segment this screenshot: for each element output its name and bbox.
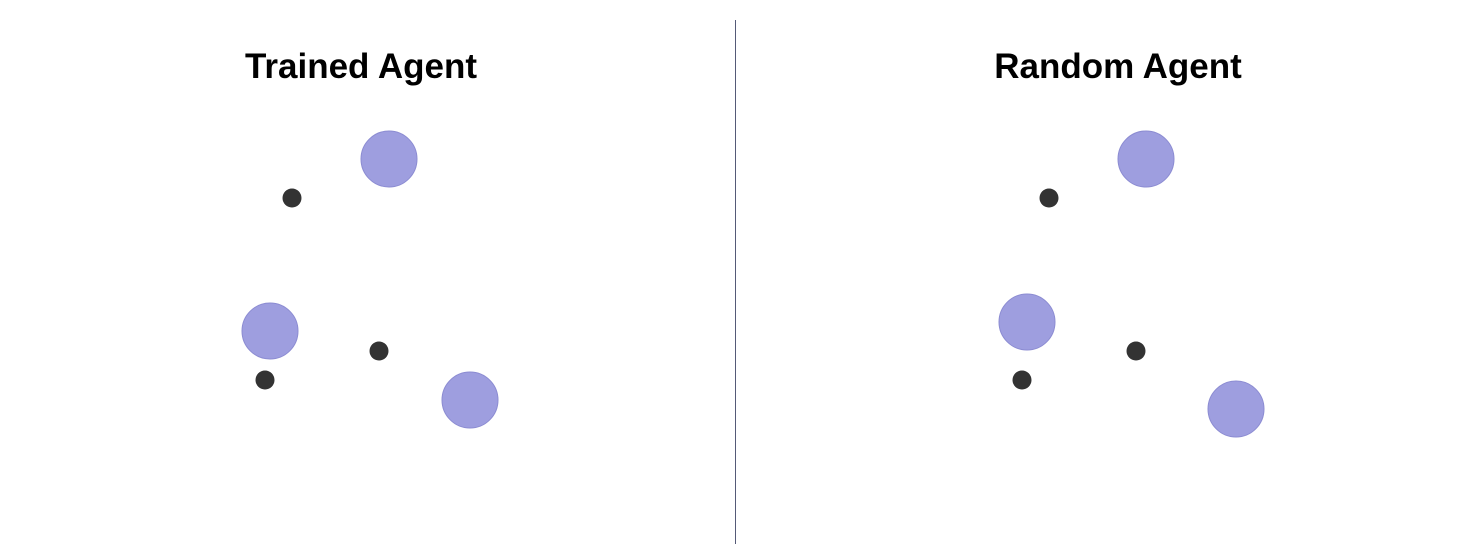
agent <box>255 370 275 390</box>
agent <box>282 188 302 208</box>
trained-agent-title: Trained Agent <box>244 47 478 86</box>
landmark <box>998 293 1056 351</box>
landmark <box>1207 380 1265 438</box>
panel-divider <box>735 20 736 544</box>
landmark <box>441 371 499 429</box>
agent <box>1126 341 1146 361</box>
agent <box>369 341 389 361</box>
random-agent-title: Random Agent <box>994 47 1242 86</box>
landmark <box>360 130 418 188</box>
trained-agent-panel <box>241 130 499 429</box>
random-agent-panel <box>998 130 1265 438</box>
agent <box>1039 188 1059 208</box>
agent <box>1012 370 1032 390</box>
landmark <box>1117 130 1175 188</box>
landmark <box>241 302 299 360</box>
